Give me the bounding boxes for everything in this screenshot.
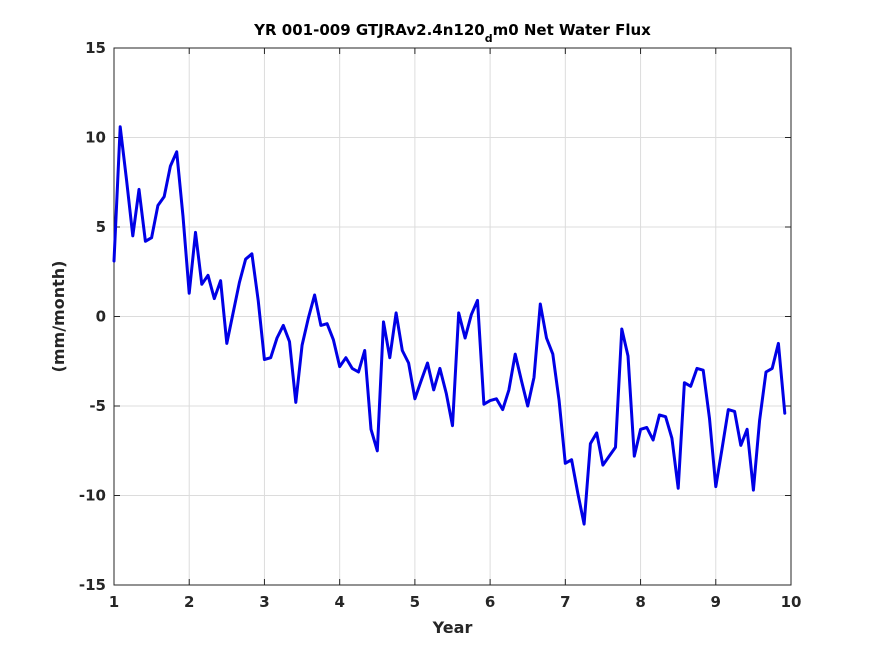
- y-tick-label: 0: [96, 308, 106, 326]
- x-tick-label: 7: [560, 593, 570, 611]
- y-tick-label: 5: [96, 218, 106, 236]
- y-tick-label: 15: [85, 39, 106, 57]
- x-tick-label: 10: [781, 593, 802, 611]
- y-axis-label: (mm/month): [49, 261, 68, 373]
- y-tick-label: -10: [79, 487, 106, 505]
- y-tick-label: -5: [89, 397, 106, 415]
- x-tick-label: 6: [485, 593, 495, 611]
- x-tick-label: 4: [334, 593, 344, 611]
- x-tick-label: 8: [635, 593, 645, 611]
- chart-title: YR 001-009 GTJRAv2.4n120dm0 Net Water Fl…: [253, 21, 651, 45]
- x-tick-label: 1: [109, 593, 119, 611]
- chart-title-rest: m0 Net Water Flux: [493, 21, 652, 39]
- y-tick-label: -15: [79, 576, 106, 594]
- y-tick-label: 10: [85, 129, 106, 147]
- series-line: [112, 125, 787, 526]
- x-tick-label: 2: [184, 593, 194, 611]
- series-layer: [112, 125, 787, 526]
- tick-layer: 1 2 3 4 5 6 7 8 9 10 -15 -10 -5 0 5 10 15: [79, 39, 802, 611]
- chart-title-subscript: d: [485, 32, 493, 45]
- chart-title-main: YR 001-009 GTJRAv2.4n120: [253, 21, 485, 39]
- x-tick-label: 9: [711, 593, 721, 611]
- x-axis-label: Year: [432, 618, 473, 637]
- x-tick-label: 5: [410, 593, 420, 611]
- x-tick-label: 3: [259, 593, 269, 611]
